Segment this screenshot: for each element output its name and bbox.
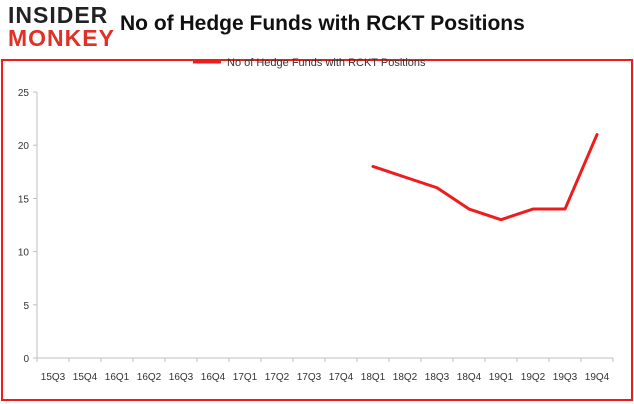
chart-title: No of Hedge Funds with RCKT Positions	[120, 12, 525, 35]
x-tick-label: 18Q2	[393, 372, 418, 383]
y-tick-label: 0	[23, 354, 29, 365]
data-point	[371, 165, 375, 168]
x-tick-label: 15Q4	[73, 372, 98, 383]
y-tick-label: 20	[18, 141, 30, 152]
series-group	[371, 133, 599, 222]
data-point	[403, 175, 407, 179]
data-point	[531, 207, 535, 211]
x-tick-label: 19Q4	[585, 372, 610, 383]
y-tick-label: 10	[18, 248, 30, 259]
tick-labels: 0 5 10 15 20 25 15Q3 15Q4 16Q1 16Q2 16Q3 16Q4 17Q1 17…	[18, 88, 610, 383]
legend: No of Hedge Funds with RCKT Positions	[193, 57, 426, 69]
x-tick-label: 19Q2	[521, 372, 546, 383]
series-line	[371, 133, 599, 222]
x-tick-label: 17Q4	[329, 372, 354, 383]
data-point	[499, 218, 503, 221]
x-tick-label: 15Q3	[41, 372, 66, 383]
x-tick-label: 16Q4	[201, 372, 226, 383]
x-tick-label: 16Q2	[137, 372, 162, 383]
x-tick-label: 16Q1	[105, 372, 130, 383]
data-point	[563, 207, 567, 211]
data-point	[595, 133, 599, 136]
x-tick-label: 18Q3	[425, 372, 450, 383]
legend-label: No of Hedge Funds with RCKT Positions	[227, 57, 426, 69]
x-tick-label: 17Q2	[265, 372, 290, 383]
x-tick-label: 19Q3	[553, 372, 578, 383]
data-point	[467, 207, 471, 211]
y-tick-label: 25	[18, 88, 30, 99]
axes	[33, 91, 614, 362]
logo-line-1: INSIDER	[8, 2, 109, 28]
insider-monkey-logo: INSIDER MONKEY	[8, 4, 118, 50]
logo-line-2: MONKEY	[8, 25, 115, 51]
x-tick-label: 17Q1	[233, 372, 258, 383]
x-tick-label: 16Q3	[169, 372, 194, 383]
data-point	[435, 186, 439, 189]
x-tick-label: 18Q1	[361, 372, 386, 383]
x-tick-label: 18Q4	[457, 372, 482, 383]
x-tick-label: 19Q1	[489, 372, 514, 383]
x-tick-label: 17Q3	[297, 372, 322, 383]
y-tick-label: 5	[23, 301, 29, 312]
y-tick-label: 15	[18, 194, 30, 205]
chart-border	[1, 59, 633, 401]
